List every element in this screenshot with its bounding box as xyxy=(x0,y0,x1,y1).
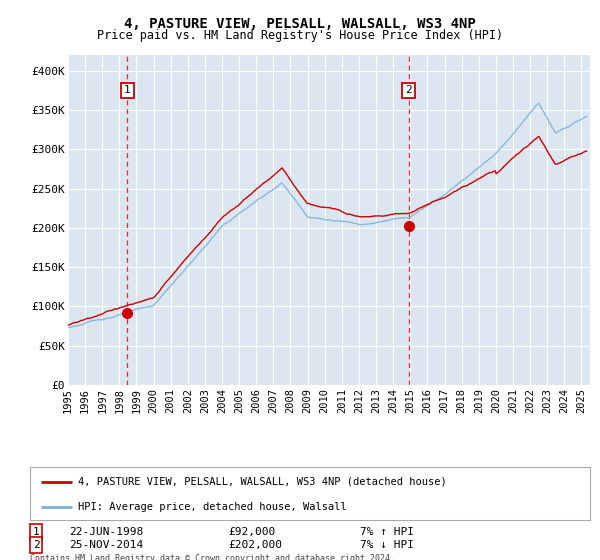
Text: Contains HM Land Registry data © Crown copyright and database right 2024.
This d: Contains HM Land Registry data © Crown c… xyxy=(30,554,395,560)
Text: HPI: Average price, detached house, Walsall: HPI: Average price, detached house, Wals… xyxy=(77,502,346,512)
Text: Price paid vs. HM Land Registry's House Price Index (HPI): Price paid vs. HM Land Registry's House … xyxy=(97,29,503,42)
Text: 7% ↓ HPI: 7% ↓ HPI xyxy=(360,540,414,550)
Text: 2: 2 xyxy=(405,85,412,95)
Text: £202,000: £202,000 xyxy=(228,540,282,550)
Text: 22-JUN-1998: 22-JUN-1998 xyxy=(69,527,143,537)
Text: 4, PASTURE VIEW, PELSALL, WALSALL, WS3 4NP (detached house): 4, PASTURE VIEW, PELSALL, WALSALL, WS3 4… xyxy=(77,477,446,487)
Text: 7% ↑ HPI: 7% ↑ HPI xyxy=(360,527,414,537)
Text: 1: 1 xyxy=(32,527,40,537)
Text: 25-NOV-2014: 25-NOV-2014 xyxy=(69,540,143,550)
Text: £92,000: £92,000 xyxy=(228,527,275,537)
Text: 1: 1 xyxy=(124,85,131,95)
Text: 4, PASTURE VIEW, PELSALL, WALSALL, WS3 4NP: 4, PASTURE VIEW, PELSALL, WALSALL, WS3 4… xyxy=(124,17,476,31)
Text: 2: 2 xyxy=(32,540,40,550)
